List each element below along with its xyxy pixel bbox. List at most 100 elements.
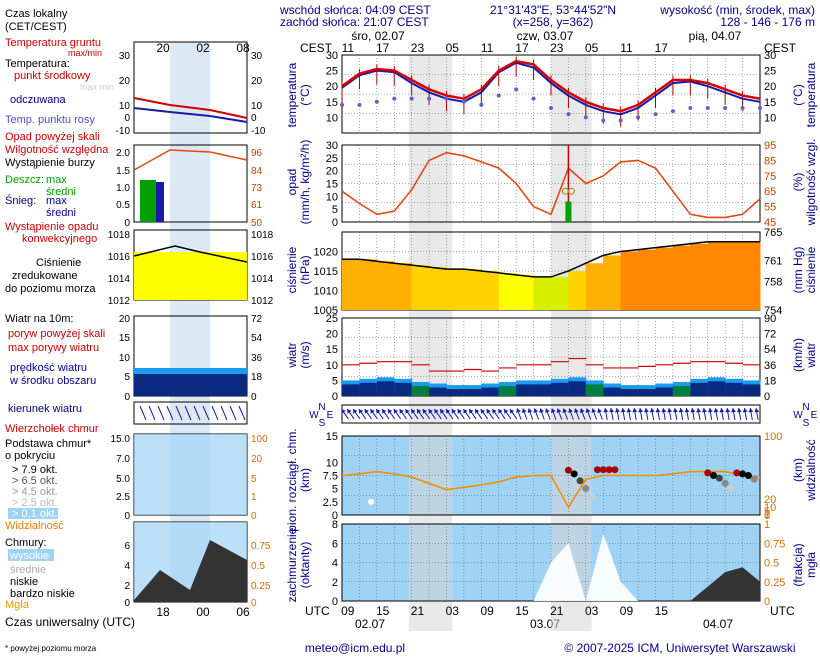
pressure-fill <box>655 247 674 310</box>
legend-cloud-bg <box>134 434 247 515</box>
wind-arrow-head <box>701 408 707 413</box>
legend-panel-frame <box>133 144 248 223</box>
dew-point-dot <box>601 118 606 123</box>
pressure-tick: 1010 <box>314 286 338 298</box>
wind-arrow-head <box>614 408 620 413</box>
wind-tick: 10 <box>326 360 338 372</box>
hum-unit: (%) <box>791 173 805 192</box>
wind-arrow <box>346 408 355 420</box>
wind-arrow <box>585 408 592 420</box>
utc-date-1: 02.07 <box>355 617 385 631</box>
legend-tick: 1012 <box>251 296 274 307</box>
pressure-fill <box>481 271 500 310</box>
wind-arrow <box>684 408 690 420</box>
legend-tick: 0.5 <box>116 200 130 211</box>
legend-precip-above: Opad powyżej skali <box>5 131 100 143</box>
wind-arrow-head <box>620 408 626 413</box>
legend-tick: 30 <box>251 51 263 62</box>
cloud-base-dot <box>599 466 607 474</box>
legend-wind-arrow <box>184 405 192 421</box>
legend-tick: 10 <box>119 353 131 364</box>
precip-tick: 15 <box>326 179 338 191</box>
legend-tick: 0.75 <box>251 541 271 552</box>
wind-arrow <box>352 408 361 420</box>
legend-feels-like: odczuwana <box>10 94 67 106</box>
dew-point-dot <box>427 96 432 101</box>
cest-tick: 11 <box>481 41 494 55</box>
pressure-fill <box>359 259 378 310</box>
wind-arrow-head <box>516 408 521 413</box>
visibility-tick: 10 <box>764 502 776 514</box>
wind-arrow <box>375 408 384 420</box>
legend-tick: 2.0 <box>116 148 130 159</box>
temp-tick-right: 10 <box>764 112 776 124</box>
wind-speed-inner <box>533 384 552 396</box>
temp-tick-left: 10 <box>326 112 338 124</box>
temp-tick-left: 15 <box>326 97 338 109</box>
grid-point: (x=258, y=362) <box>513 15 594 29</box>
temp-unit-right: (°C) <box>791 84 805 105</box>
wind-arrow-head <box>550 408 556 413</box>
humidity-tick: 55 <box>764 202 776 214</box>
dew-point-dot <box>340 102 344 107</box>
wind-arrow-head <box>347 409 352 414</box>
wind-speed-inner <box>498 385 517 396</box>
utc-tick: 03 <box>585 604 599 618</box>
temp-tick-right: 25 <box>764 66 776 78</box>
wind-arrow <box>556 408 563 420</box>
wind-speed-inner <box>446 389 465 396</box>
legend-rain-max: max <box>46 174 67 186</box>
legend-tick: 0 <box>124 511 130 522</box>
storm-dot <box>567 187 575 195</box>
legend-tick: 84 <box>251 166 263 177</box>
cloud-base-dot <box>704 469 712 477</box>
fog-tick: 0.5 <box>764 558 779 570</box>
legend-tick: 5 <box>251 474 257 485</box>
utc-date-3: 04.07 <box>703 617 733 631</box>
compass-n-right: N <box>802 402 809 413</box>
wind-arrow-head <box>736 408 742 413</box>
humidity-tick: 65 <box>764 186 776 198</box>
cloud-base-dot <box>733 469 741 477</box>
legend-clouds: Chmury: <box>5 537 47 549</box>
wind-arrow-head <box>638 408 644 413</box>
wind-arrow <box>632 408 638 420</box>
legend-pressure-1: Ciśnienie <box>36 257 81 269</box>
cest-left: CEST <box>300 41 333 55</box>
precip-tick: 25 <box>326 153 338 165</box>
wind-arrow <box>358 408 367 420</box>
wind-arrow-head <box>492 409 497 414</box>
legend-convective-2: konwekcyjnego <box>22 233 97 245</box>
wind-arrow-head <box>545 408 550 413</box>
wind-arrow <box>370 408 378 420</box>
wind-kmh-tick: 36 <box>764 360 776 372</box>
wind-arrow-head <box>585 408 591 413</box>
temp-tick-left: 20 <box>326 81 338 93</box>
legend-wind-arrow <box>148 405 156 421</box>
cloud-tick: 7.5 <box>323 471 338 483</box>
footer-email[interactable]: meteo@icm.edu.pl <box>305 641 405 655</box>
pressure-tick: 1020 <box>314 247 338 259</box>
legend-snow-bar <box>156 182 164 222</box>
wind-arrow-head <box>486 409 491 414</box>
legend-tick: 96 <box>251 148 263 159</box>
wind-arrow <box>672 408 678 420</box>
wind-arrow-head <box>713 408 719 413</box>
wind-speed-inner <box>359 382 378 396</box>
wind-arrow <box>719 408 725 420</box>
legend-tick: 6 <box>124 541 130 552</box>
wind-arrow-head <box>405 409 410 414</box>
press-label-right: ciśnienie <box>804 246 818 293</box>
pressure-fill <box>742 241 761 310</box>
utc-tick: 21 <box>411 604 425 618</box>
legend-cloud-low: niskie <box>10 576 38 588</box>
rain-bar <box>565 201 572 222</box>
legend-tick: 20 <box>119 76 131 87</box>
legend-tick: 0 <box>251 598 257 609</box>
legend-wind-arrow <box>211 405 219 421</box>
wind-arrow-head <box>504 409 509 414</box>
humidity-line <box>341 151 761 219</box>
legend-tick: -10 <box>251 126 266 137</box>
footer-copyright: © 2007-2025 ICM, Uniwersytet Warszawski <box>564 641 795 655</box>
compass-w: W <box>309 410 319 421</box>
